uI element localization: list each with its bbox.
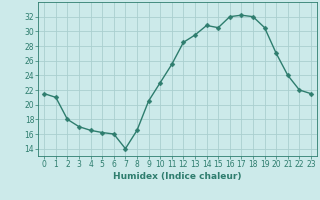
X-axis label: Humidex (Indice chaleur): Humidex (Indice chaleur) [113,172,242,181]
